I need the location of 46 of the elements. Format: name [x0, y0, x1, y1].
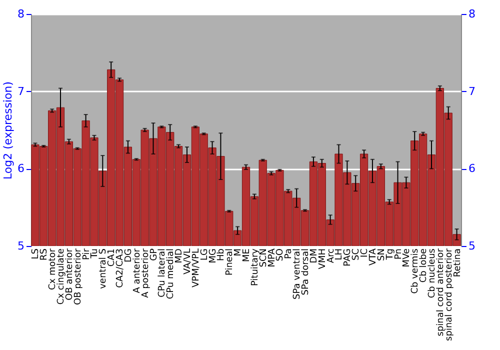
x-tick-label: Pa: [284, 248, 294, 260]
y-axis-title: Log2 (expression): [2, 81, 14, 180]
x-tick-label: SPa dorsal: [301, 248, 312, 296]
x-tick-label: OB anterior: [64, 248, 75, 300]
x-tick-label: RS: [40, 248, 50, 260]
x-tick-label: MVe: [402, 248, 412, 268]
y2-tick-label: 6: [468, 162, 476, 176]
x-tick-label: A anterior: [132, 248, 142, 294]
x-tick-label: GP: [149, 248, 160, 261]
y2-tick-label: 7: [468, 84, 476, 98]
x-tick-label: SCN: [258, 248, 269, 268]
y-tick-label: 7: [18, 84, 24, 98]
y-tick-label: 8: [18, 8, 24, 20]
y-tick-label: 5: [18, 240, 24, 252]
y-tick-label: 6: [18, 162, 24, 176]
x-tick-label: SO: [276, 248, 286, 262]
x-tick-label: Pituitary: [250, 248, 260, 286]
x-tick-label: DG: [124, 248, 134, 262]
x-tick-label: MD: [174, 248, 185, 264]
x-tick-label: Pineal: [225, 248, 236, 276]
x-tick-label: ME: [242, 248, 252, 262]
x-tick-label: Hb: [216, 248, 227, 261]
x-tick-label: Cb nucleus: [427, 248, 438, 298]
x-tick-label: CPu medial: [166, 248, 176, 300]
x-tick-label: Tg: [385, 248, 396, 261]
x-tick-label: Pir: [82, 248, 92, 260]
x-tick-label: IC: [360, 248, 370, 258]
x-tick-label: OB posterior: [73, 248, 84, 306]
x-tick-label: spinal cord anterior: [436, 248, 446, 336]
x-tick-label: LG: [200, 248, 210, 260]
x-tick-label: Cb lobe: [419, 248, 430, 283]
x-tick-label: Arc: [326, 248, 336, 264]
x-tick-label: A posterior: [140, 248, 151, 298]
x-tick-label: Retina: [452, 248, 463, 278]
x-tick-label: VPM/VPL: [191, 248, 202, 288]
x-tick-label: SN: [376, 248, 387, 261]
y2-tick-label: 5: [468, 240, 476, 252]
x-tick-label: VA/VL: [182, 248, 193, 274]
x-tick-label: MG: [208, 248, 218, 264]
x-tick-label: VTA: [368, 248, 378, 266]
x-tick-label: M: [234, 248, 244, 256]
x-tick-label: Pn: [394, 248, 404, 260]
x-tick-label: VMH: [318, 248, 328, 270]
y2-tick-label: 8: [468, 8, 476, 20]
x-tick-label: spinal cord posterior: [444, 248, 454, 341]
x-tick-label: DM: [309, 248, 320, 264]
